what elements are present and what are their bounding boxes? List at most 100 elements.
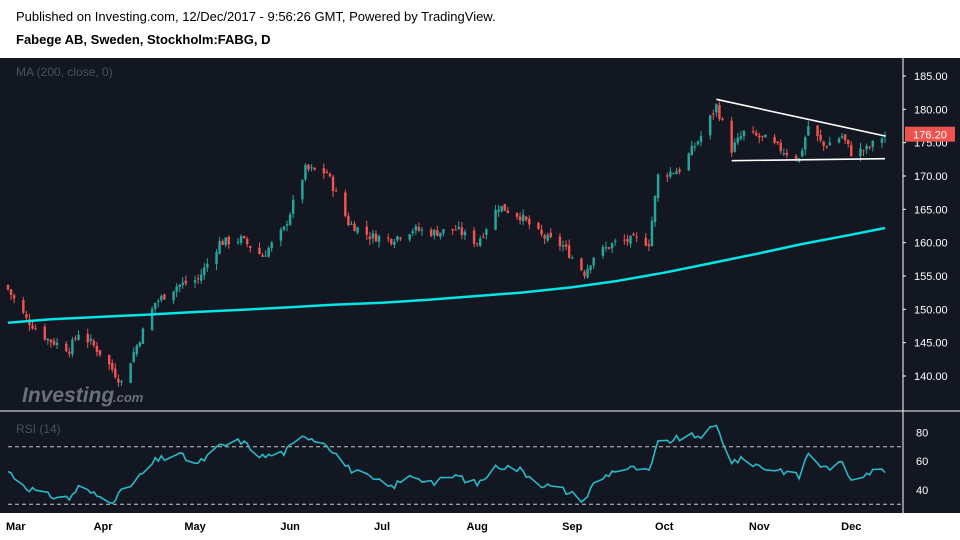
candle-body: [782, 153, 786, 155]
candle-body: [310, 167, 313, 169]
candle-body: [43, 326, 47, 340]
candle-body: [114, 368, 117, 378]
candle-body: [457, 226, 460, 229]
candle-body: [764, 134, 767, 138]
candle-body: [74, 338, 77, 340]
publish-info: Published on Investing.com, 12/Dec/2017 …: [16, 9, 496, 24]
trendlines: [716, 98, 886, 162]
candle-body: [377, 236, 381, 242]
candle-body: [528, 218, 531, 225]
logo-suffix: .com: [113, 390, 144, 405]
candle-body: [353, 223, 356, 232]
candle-body: [184, 280, 188, 284]
candle-body: [485, 229, 488, 236]
candle-body: [632, 233, 635, 236]
candle-body: [583, 271, 586, 276]
candle-body: [482, 236, 485, 238]
candle-body: [721, 118, 724, 120]
candle-body: [521, 214, 525, 222]
candle-body: [785, 152, 789, 156]
candle-body: [610, 243, 614, 249]
candle-body: [163, 294, 166, 300]
candle-body: [313, 167, 316, 170]
candle-body: [89, 338, 93, 341]
candle-body: [439, 232, 442, 237]
candle-body: [828, 142, 832, 146]
candle-body: [693, 146, 697, 148]
candle-body: [374, 233, 378, 242]
month-tick-label: May: [184, 521, 206, 533]
candle-body: [644, 237, 648, 246]
candle-body: [850, 144, 853, 157]
candle-body: [65, 343, 68, 352]
candle-body: [669, 171, 672, 177]
candle-body: [754, 132, 758, 136]
candle-body: [193, 280, 197, 283]
candle-body: [150, 308, 154, 331]
candle-body: [497, 209, 500, 212]
candle-body: [537, 222, 540, 229]
ma200-line: [7, 226, 886, 324]
candle-body: [540, 229, 543, 235]
candle-body: [816, 125, 819, 137]
candle-body: [525, 216, 528, 220]
candle-body: [334, 190, 338, 192]
month-tick-label: Nov: [749, 521, 771, 533]
candle-body: [592, 257, 595, 266]
month-tick-label: Oct: [655, 521, 674, 533]
candle-body: [601, 247, 605, 256]
candle-body: [365, 226, 368, 235]
candle-body: [347, 215, 350, 226]
candle-body: [429, 229, 433, 236]
instrument-title: Fabege AB, Sweden, Stockholm:FABG, D: [16, 32, 271, 47]
candle-body: [245, 239, 249, 245]
candle-body: [564, 244, 568, 247]
candle-body: [55, 342, 59, 346]
candle-body: [196, 278, 200, 280]
candle-body: [390, 238, 393, 244]
candle-body: [52, 340, 56, 345]
candle-body: [549, 232, 552, 238]
candle-body: [672, 173, 675, 175]
candle-body: [730, 120, 733, 153]
candle-body: [463, 231, 467, 236]
candle-body: [696, 141, 700, 145]
rsi-panel-label: RSI (14): [16, 422, 61, 436]
candle-body: [546, 234, 549, 241]
candle-body: [264, 255, 267, 257]
candle-body: [454, 229, 457, 231]
candle-body: [46, 338, 50, 341]
candle-body: [129, 363, 132, 384]
candle-body: [221, 241, 224, 245]
month-tick-label: Dec: [841, 521, 861, 533]
candle-body: [322, 168, 326, 174]
candle-body: [420, 229, 424, 231]
candle-body: [304, 165, 307, 180]
candle-body: [172, 291, 175, 301]
candle-body: [666, 175, 669, 177]
month-tick-label: Apr: [94, 521, 114, 533]
candle-body: [68, 351, 71, 354]
candle-body: [120, 381, 123, 383]
candle-body: [285, 224, 289, 226]
last-price-value: 176.20: [913, 130, 947, 142]
candle-body: [739, 136, 743, 139]
candle-body: [175, 286, 178, 292]
candlestick-series: [6, 101, 887, 387]
candle-body: [475, 243, 479, 245]
candle-body: [138, 342, 142, 347]
candle-body: [862, 150, 865, 152]
candle-body: [503, 203, 506, 211]
candle-body: [414, 226, 418, 231]
candle-body: [518, 216, 522, 221]
candle-body: [132, 352, 135, 362]
candle-body: [181, 282, 185, 285]
month-tick-label: Aug: [466, 521, 487, 533]
watermark-logo: Investing .com: [22, 384, 144, 407]
candle-body: [92, 340, 96, 346]
candle-body: [607, 247, 611, 249]
price-tick-label: 155.00: [914, 271, 948, 283]
rsi-tick-label: 40: [916, 485, 928, 497]
candle-body: [442, 229, 445, 234]
candle-body: [846, 139, 850, 145]
